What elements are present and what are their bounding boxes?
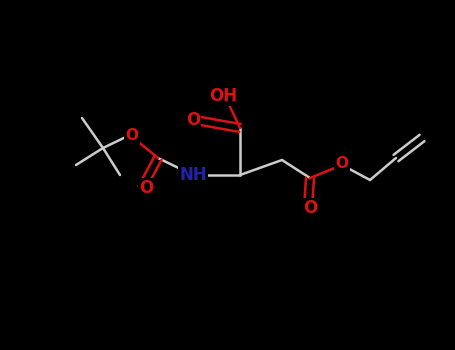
Text: O: O [335,155,349,170]
Text: O: O [303,199,317,217]
Text: O: O [139,179,153,197]
Text: O: O [126,127,138,142]
Text: NH: NH [179,166,207,184]
Text: O: O [186,111,200,129]
Text: OH: OH [209,87,237,105]
